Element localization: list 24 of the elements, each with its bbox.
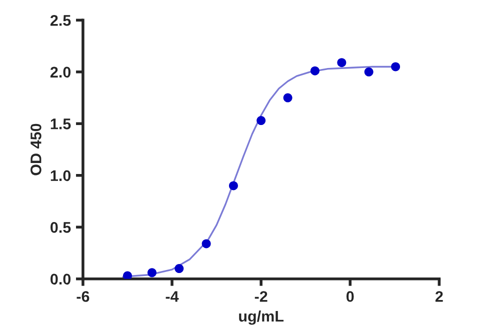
point bbox=[391, 62, 400, 72]
point bbox=[174, 264, 184, 274]
x-axis-title: ug/mL bbox=[239, 310, 284, 325]
point bbox=[310, 66, 320, 76]
x-tick-label: -4 bbox=[166, 291, 179, 302]
y-tick-label: 2.0 bbox=[50, 66, 71, 78]
point bbox=[147, 268, 156, 278]
x-tick-label: 0 bbox=[346, 291, 354, 302]
point bbox=[337, 58, 346, 68]
y-tick-label: 0.0 bbox=[50, 274, 71, 285]
y-tick-label: 0.5 bbox=[50, 222, 71, 233]
point bbox=[364, 67, 374, 76]
point bbox=[256, 116, 266, 126]
point bbox=[122, 271, 132, 279]
x-tick-label: 2 bbox=[435, 291, 443, 302]
x-tick-label: -6 bbox=[76, 291, 90, 302]
x-tick-label: -2 bbox=[254, 291, 268, 302]
point bbox=[228, 181, 238, 190]
y-axis-title: OD 450 bbox=[30, 124, 42, 176]
y-tick-label: 1.5 bbox=[50, 118, 71, 130]
point bbox=[283, 93, 292, 102]
y-tick-label: 2.5 bbox=[50, 15, 71, 26]
point bbox=[202, 239, 211, 248]
y-tick-label: 1.0 bbox=[50, 170, 71, 182]
